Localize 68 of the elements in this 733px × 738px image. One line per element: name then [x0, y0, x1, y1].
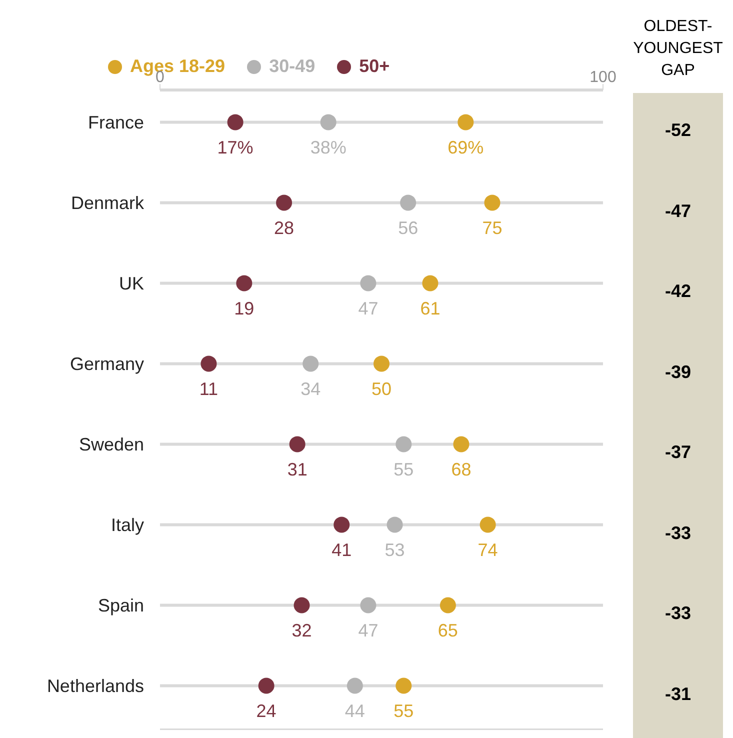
point — [360, 597, 376, 614]
data-label: 24 — [256, 701, 276, 722]
point — [320, 114, 336, 130]
y-tick-label: Italy — [110, 515, 144, 536]
point — [334, 516, 350, 533]
point — [289, 436, 306, 452]
legend-label: 50+ — [358, 56, 390, 77]
data-label: 56 — [398, 218, 418, 238]
y-tick-label: Netherlands — [46, 676, 144, 696]
data-label: 55 — [394, 701, 414, 722]
data-label: 41 — [332, 540, 352, 560]
data-label: 47 — [358, 620, 378, 641]
data-label: 28 — [274, 218, 294, 238]
y-tick-label: Denmark — [70, 193, 145, 214]
data-label: 34 — [300, 379, 321, 400]
point — [200, 356, 217, 372]
point — [422, 275, 438, 292]
point — [396, 678, 412, 694]
text: -31 — [664, 682, 692, 706]
y-tick-label: Germany — [70, 354, 144, 374]
data-label: 38% — [310, 137, 346, 158]
text: OLDEST-YOUNGEST GAP — [632, 17, 724, 81]
point — [227, 114, 244, 130]
point — [236, 275, 252, 292]
data-label: 47 — [358, 298, 378, 318]
point — [302, 356, 319, 372]
point — [453, 436, 470, 452]
data-label: 69% — [448, 137, 484, 158]
data-label: 50 — [371, 379, 392, 400]
point — [480, 516, 496, 533]
point — [374, 356, 390, 372]
y-tick-label: UK — [118, 274, 144, 294]
data-label: 19 — [234, 298, 254, 318]
data-label: 32 — [292, 620, 312, 641]
legend-label: 30-49 — [268, 56, 316, 77]
data-label: 65 — [438, 620, 458, 641]
y-tick-label: Sweden — [78, 434, 144, 455]
text: -37 — [664, 441, 692, 464]
point — [458, 114, 474, 130]
point — [386, 516, 403, 533]
point — [258, 678, 274, 694]
point — [396, 436, 412, 452]
data-label: 55 — [394, 460, 414, 480]
data-label: 68 — [451, 460, 472, 480]
data-label: 31 — [287, 460, 308, 480]
data-label: 61 — [420, 298, 440, 318]
y-tick-label: Spain — [98, 596, 144, 616]
point — [400, 194, 416, 211]
point — [346, 678, 363, 694]
point — [294, 597, 310, 614]
y-tick-label: France — [88, 112, 144, 133]
point — [440, 597, 456, 614]
data-label: 75 — [482, 218, 502, 238]
text: -39 — [664, 360, 692, 384]
data-label: 74 — [478, 540, 498, 560]
point — [484, 194, 500, 211]
text: -47 — [664, 200, 692, 223]
text: -33 — [664, 602, 692, 626]
data-label: 17% — [217, 137, 254, 158]
text: -42 — [664, 280, 692, 304]
text: -52 — [664, 119, 692, 142]
point — [360, 275, 376, 292]
data-label: 53 — [384, 540, 405, 560]
x-tick-label: 100 — [590, 69, 616, 86]
point — [276, 194, 292, 211]
text: -33 — [664, 522, 692, 545]
data-label: 11 — [199, 379, 218, 400]
data-label: 44 — [344, 701, 365, 722]
